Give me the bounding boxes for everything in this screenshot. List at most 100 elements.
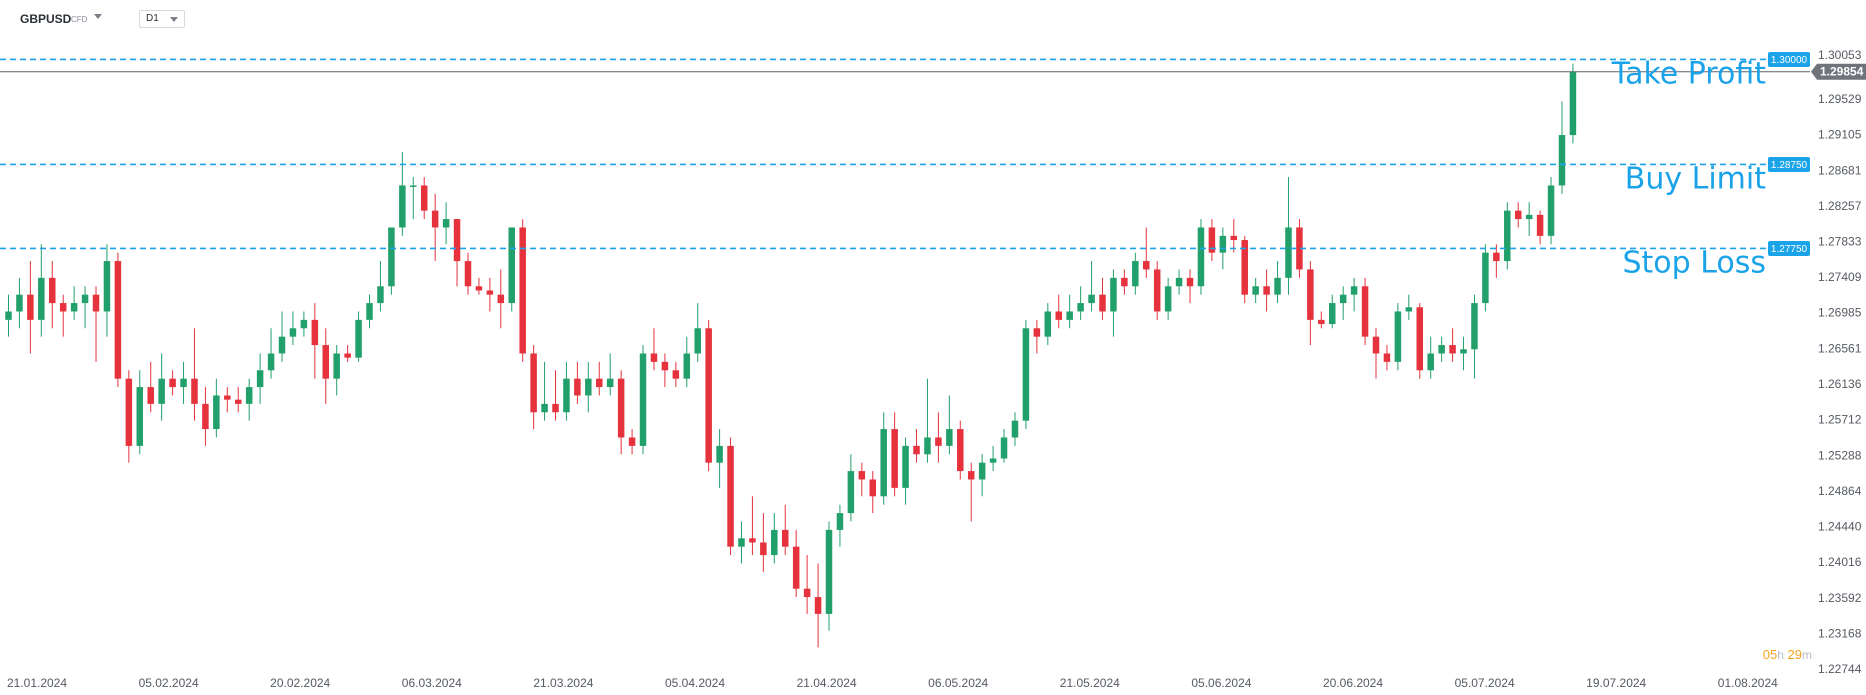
candle-body: [967, 471, 975, 480]
candle-body: [1318, 319, 1325, 325]
candle: [814, 563, 822, 648]
candle-body: [781, 529, 789, 547]
candle: [1110, 269, 1117, 337]
candle-body: [978, 462, 986, 480]
timeframe-select[interactable]: D1: [139, 10, 185, 28]
candle: [1121, 269, 1128, 295]
candle-body: [1241, 240, 1248, 295]
candle-body: [1449, 345, 1456, 354]
y-tick-label: 1.24016: [1818, 555, 1862, 569]
level-price-tag: [1768, 240, 1810, 256]
candle: [475, 277, 483, 295]
candle-body: [1525, 214, 1533, 220]
candle-body: [858, 471, 866, 480]
candle: [913, 429, 920, 463]
candle-body: [1372, 336, 1380, 354]
candle-body: [322, 345, 330, 379]
level-line[interactable]: 1.27750 Stop Loss: [0, 240, 1810, 280]
candle-body: [880, 429, 887, 497]
candle-body: [1383, 353, 1391, 362]
candle-body: [180, 378, 187, 388]
candle: [1482, 244, 1489, 312]
candle-body: [1055, 311, 1062, 320]
candle-body: [924, 437, 931, 455]
candle-body: [792, 546, 800, 589]
candle: [1416, 303, 1424, 379]
candle: [267, 328, 275, 379]
candle-body: [1504, 210, 1511, 262]
timer-hours-unit: h: [1777, 648, 1784, 662]
candle-body: [202, 403, 209, 430]
candle: [989, 445, 997, 472]
candle: [1011, 412, 1019, 446]
candle: [442, 202, 450, 245]
candle-body: [617, 378, 625, 438]
candle: [1066, 294, 1073, 329]
candle: [27, 261, 34, 354]
candle: [519, 219, 526, 362]
candle-timer: 05h 29m: [1763, 647, 1812, 662]
candle-body: [989, 458, 997, 463]
candle-body: [442, 219, 450, 228]
candle: [661, 353, 669, 388]
candle-body: [300, 319, 308, 329]
candle-body: [333, 353, 340, 379]
candle-body: [475, 286, 483, 291]
candle: [5, 294, 12, 337]
candle-body: [486, 290, 494, 295]
candle-body: [1427, 353, 1434, 371]
instrument-type-label: CFD: [71, 15, 88, 24]
candle-body: [596, 378, 603, 388]
candle-body: [694, 328, 701, 354]
candle: [16, 277, 23, 329]
candle-body: [431, 210, 439, 228]
y-tick-label: 1.29105: [1818, 128, 1862, 142]
candle-body: [1482, 252, 1489, 304]
level-name-label: Take Profit: [1611, 56, 1767, 91]
x-tick-label: 21.01.2024: [7, 676, 67, 690]
candle: [245, 378, 253, 421]
candle-body: [420, 185, 428, 211]
candle-body: [38, 277, 45, 320]
candle-body: [749, 538, 756, 543]
candle: [191, 328, 198, 421]
candle-body: [81, 294, 89, 304]
candle: [574, 361, 581, 404]
candle: [1274, 261, 1281, 304]
symbol-label[interactable]: GBPUSD: [20, 12, 72, 26]
level-price-label: 1.28750: [1771, 160, 1808, 171]
candle-body: [27, 294, 34, 320]
candle: [1022, 319, 1030, 430]
candle-body: [1547, 185, 1555, 236]
candle: [1350, 277, 1358, 312]
candle: [1536, 210, 1544, 245]
level-name-label: Stop Loss: [1622, 245, 1766, 280]
x-tick-label: 21.05.2024: [1060, 676, 1120, 690]
candle: [1033, 319, 1041, 354]
candle-body: [49, 277, 56, 304]
candle-body: [716, 445, 723, 463]
candle: [366, 294, 373, 329]
level-line[interactable]: 1.28750 Buy Limit: [0, 156, 1810, 197]
candle: [639, 345, 647, 455]
candle-body: [1558, 135, 1566, 186]
candle: [333, 345, 340, 396]
y-tick-label: 1.25288: [1818, 448, 1862, 462]
candle: [858, 462, 866, 497]
candle-body: [267, 353, 275, 371]
candle: [1153, 261, 1161, 320]
candle: [1438, 336, 1445, 362]
candle-body: [256, 370, 264, 388]
candle-body: [366, 303, 373, 320]
chevron-down-icon[interactable]: [94, 14, 102, 19]
candle-body: [639, 353, 647, 446]
candle: [781, 504, 789, 556]
candle: [508, 227, 515, 312]
candle: [311, 303, 319, 379]
candle: [650, 328, 658, 371]
candle: [585, 361, 592, 413]
level-line[interactable]: 1.30000 Take Profit: [0, 51, 1810, 91]
candle: [1175, 269, 1183, 295]
x-tick-label: 19.07.2024: [1586, 676, 1646, 690]
